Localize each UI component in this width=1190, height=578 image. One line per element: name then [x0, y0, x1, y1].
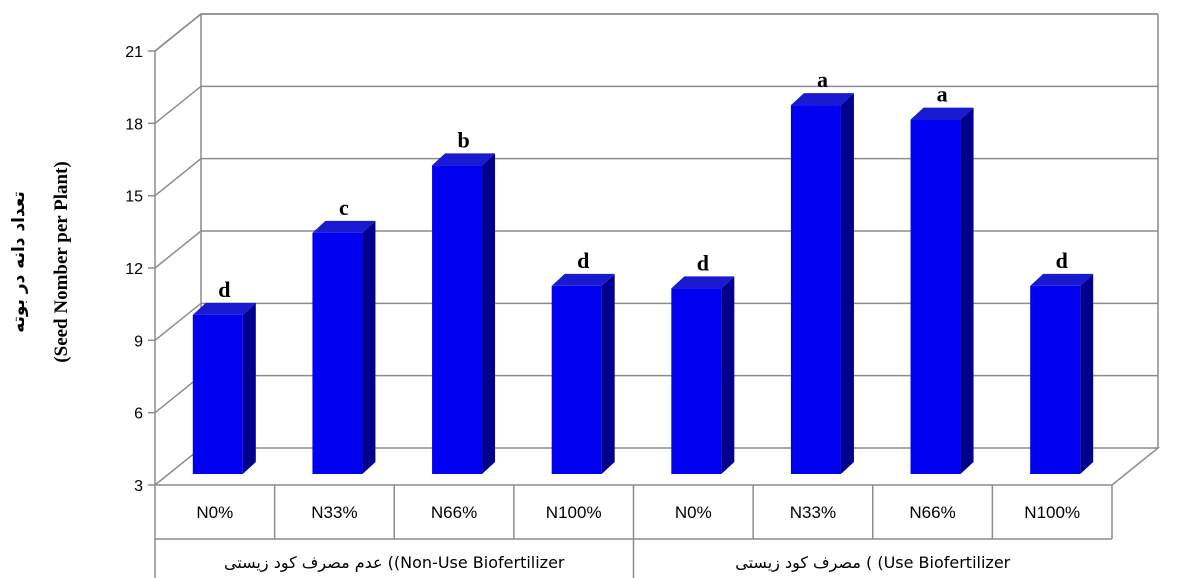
bar-front [790, 105, 841, 474]
y-tick-label: 15 [125, 189, 143, 206]
category-label: N100% [546, 503, 602, 522]
bar-top [432, 153, 496, 166]
group-label: عدم مصرف کود زیستی ((Non-Use Biofertiliz… [224, 553, 565, 573]
bar: d [551, 248, 615, 474]
bar-front [312, 232, 363, 474]
group-label: مصرف کود زیستی ( (Use Biofertilizer [735, 553, 1010, 573]
bar-top [551, 273, 615, 286]
y-tick-label: 21 [125, 44, 143, 61]
y-tick-label: 12 [125, 261, 143, 278]
bar-top [312, 220, 376, 233]
bar: a [790, 67, 854, 474]
gridline [154, 85, 1158, 124]
category-label: N0% [675, 503, 712, 522]
gridline [154, 302, 1158, 341]
bar-front [432, 165, 483, 474]
back-wall-top [154, 13, 1158, 52]
bar-side [721, 276, 735, 474]
gridline [154, 374, 1158, 414]
bar: a [910, 82, 974, 475]
bar: b [432, 127, 496, 474]
bar-data-label: d [218, 277, 230, 302]
bar-front [192, 314, 243, 474]
bar-side [601, 273, 615, 474]
bar-top [910, 107, 974, 120]
bar-side [482, 153, 496, 474]
chart-walls [152, 13, 1161, 486]
category-label: N66% [431, 503, 477, 522]
y-axis-ticks: 3 6 9 12 15 18 21 [125, 44, 155, 495]
bar-top [1030, 273, 1094, 286]
bar-side [242, 302, 256, 474]
bar-side [840, 93, 854, 474]
y-tick-label: 3 [134, 478, 143, 495]
category-label: N33% [311, 503, 357, 522]
gridline [154, 13, 1158, 52]
bar-top [790, 93, 854, 106]
bar-side [362, 220, 376, 474]
bar-data-label: a [937, 82, 948, 107]
gridlines [154, 13, 1158, 414]
bar: d [671, 250, 735, 474]
bar-front [1030, 285, 1081, 474]
bar: d [192, 277, 256, 474]
y-axis-label: (Seed Nomber per Plant) [51, 161, 72, 362]
category-table: N0% N33% N66% N100% N0% N33% N66% N100% عدم مصرف… [154, 485, 1113, 578]
bar-data-label: a [817, 67, 828, 92]
category-label: N0% [196, 503, 233, 522]
bar-data-label: b [457, 127, 469, 152]
y-tick-label: 9 [134, 333, 143, 350]
bar: d [1030, 248, 1094, 474]
y-tick-label: 6 [134, 406, 143, 423]
bar: c [312, 195, 376, 474]
bar-front [671, 288, 722, 474]
bar-side [1080, 273, 1094, 474]
bar-top [671, 276, 735, 289]
category-label: N66% [909, 503, 955, 522]
y-tick-label: 18 [125, 116, 143, 133]
category-label: N33% [790, 503, 836, 522]
bar-side [960, 107, 974, 475]
bar-front [551, 285, 602, 474]
bar-front [910, 119, 961, 475]
bar-data-label: d [1056, 248, 1068, 273]
bar-data-label: d [577, 248, 589, 273]
gridline [154, 157, 1158, 197]
y-axis-label-persian: تعداد دانه در بوته [9, 191, 29, 333]
bars: d c b d d a a d [192, 67, 1094, 475]
gridline [154, 230, 1158, 269]
chart-floor [152, 447, 1161, 486]
bar-top [192, 302, 256, 315]
bar-data-label: c [339, 195, 349, 220]
category-label: N100% [1024, 503, 1080, 522]
bar-data-label: d [697, 250, 709, 275]
